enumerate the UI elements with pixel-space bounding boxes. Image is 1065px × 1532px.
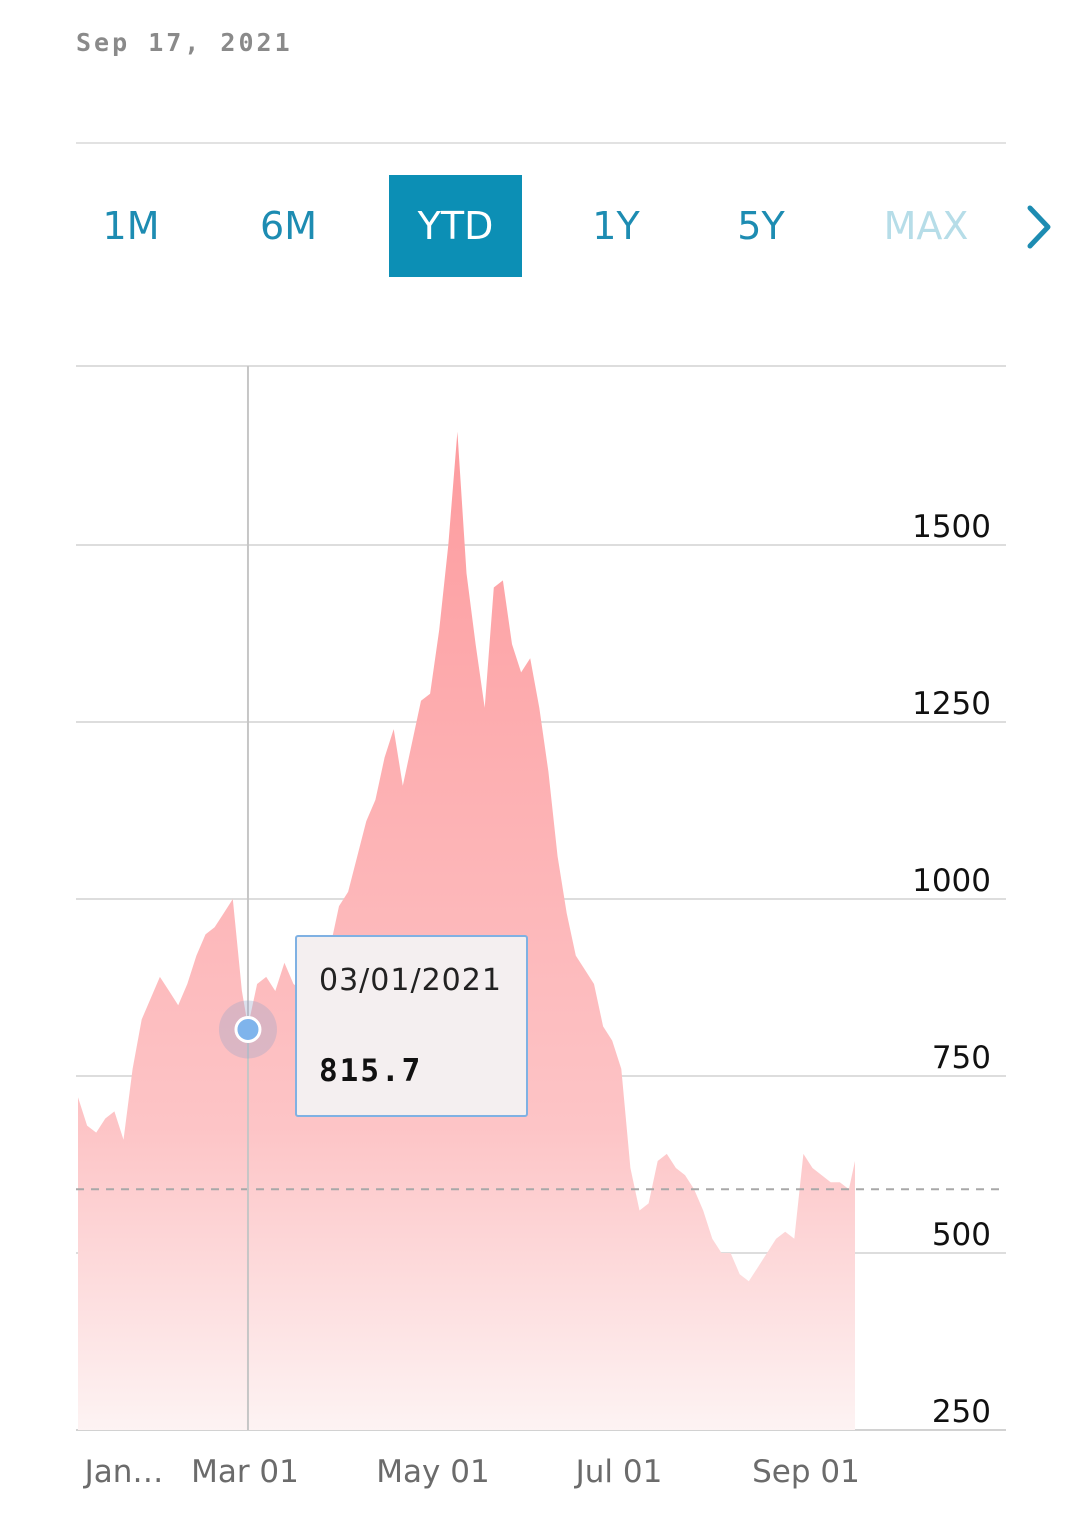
highlight-point — [234, 1015, 262, 1043]
tab-1m[interactable]: 1M — [102, 204, 160, 248]
tab-max[interactable]: MAX — [883, 204, 969, 248]
price-area — [78, 431, 855, 1430]
y-axis: 250 500 750 1000 1250 1500 — [912, 509, 991, 1430]
y-tick-label: 750 — [932, 1040, 991, 1076]
y-tick-label: 500 — [932, 1217, 991, 1253]
x-tick-label: May 01 — [376, 1454, 489, 1490]
as-of-date: Sep 17, 2021 — [76, 28, 293, 57]
x-axis: Jan… Mar 01 May 01 Jul 01 Sep 01 — [83, 1454, 860, 1490]
y-tick-label: 1000 — [912, 863, 991, 899]
tab-6m[interactable]: 6M — [260, 204, 317, 248]
x-tick-label: Mar 01 — [191, 1454, 299, 1490]
tooltip-date: 03/01/2021 — [319, 963, 502, 998]
x-tick-label: Jul 01 — [574, 1454, 663, 1490]
chevron-right-icon[interactable] — [1020, 200, 1060, 254]
divider — [76, 142, 1006, 144]
x-tick-label: Sep 01 — [752, 1454, 860, 1490]
tab-5y[interactable]: 5Y — [737, 204, 785, 248]
y-tick-label: 1250 — [912, 686, 991, 722]
y-tick-label: 250 — [932, 1394, 991, 1430]
tooltip: 03/01/2021 815.7 — [295, 935, 528, 1117]
range-tabs: 1M 6M YTD 1Y 5Y MAX — [76, 175, 1006, 277]
tab-1y[interactable]: 1Y — [592, 204, 640, 248]
tab-ytd[interactable]: YTD — [389, 175, 522, 277]
tooltip-value: 815.7 — [319, 1053, 423, 1089]
y-tick-label: 1500 — [912, 509, 991, 545]
x-tick-label: Jan… — [83, 1454, 164, 1490]
